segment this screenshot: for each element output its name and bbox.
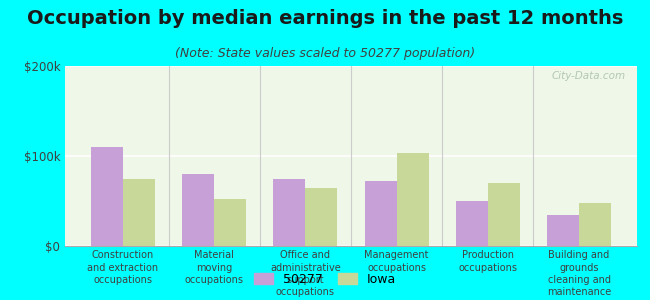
Bar	[274, 178, 305, 246]
Bar	[396, 153, 428, 246]
Bar	[91, 147, 123, 246]
Bar	[182, 174, 214, 246]
Legend: 50277, Iowa: 50277, Iowa	[249, 268, 401, 291]
Text: City-Data.com: City-Data.com	[551, 71, 625, 81]
Bar	[306, 188, 337, 246]
Text: Occupation by median earnings in the past 12 months: Occupation by median earnings in the pas…	[27, 9, 623, 28]
Bar	[365, 181, 396, 246]
Bar	[123, 178, 155, 246]
Bar	[488, 183, 520, 246]
Bar	[214, 199, 246, 246]
Bar	[456, 201, 488, 246]
Text: (Note: State values scaled to 50277 population): (Note: State values scaled to 50277 popu…	[175, 46, 475, 59]
Bar	[579, 203, 611, 246]
Bar	[547, 214, 579, 246]
